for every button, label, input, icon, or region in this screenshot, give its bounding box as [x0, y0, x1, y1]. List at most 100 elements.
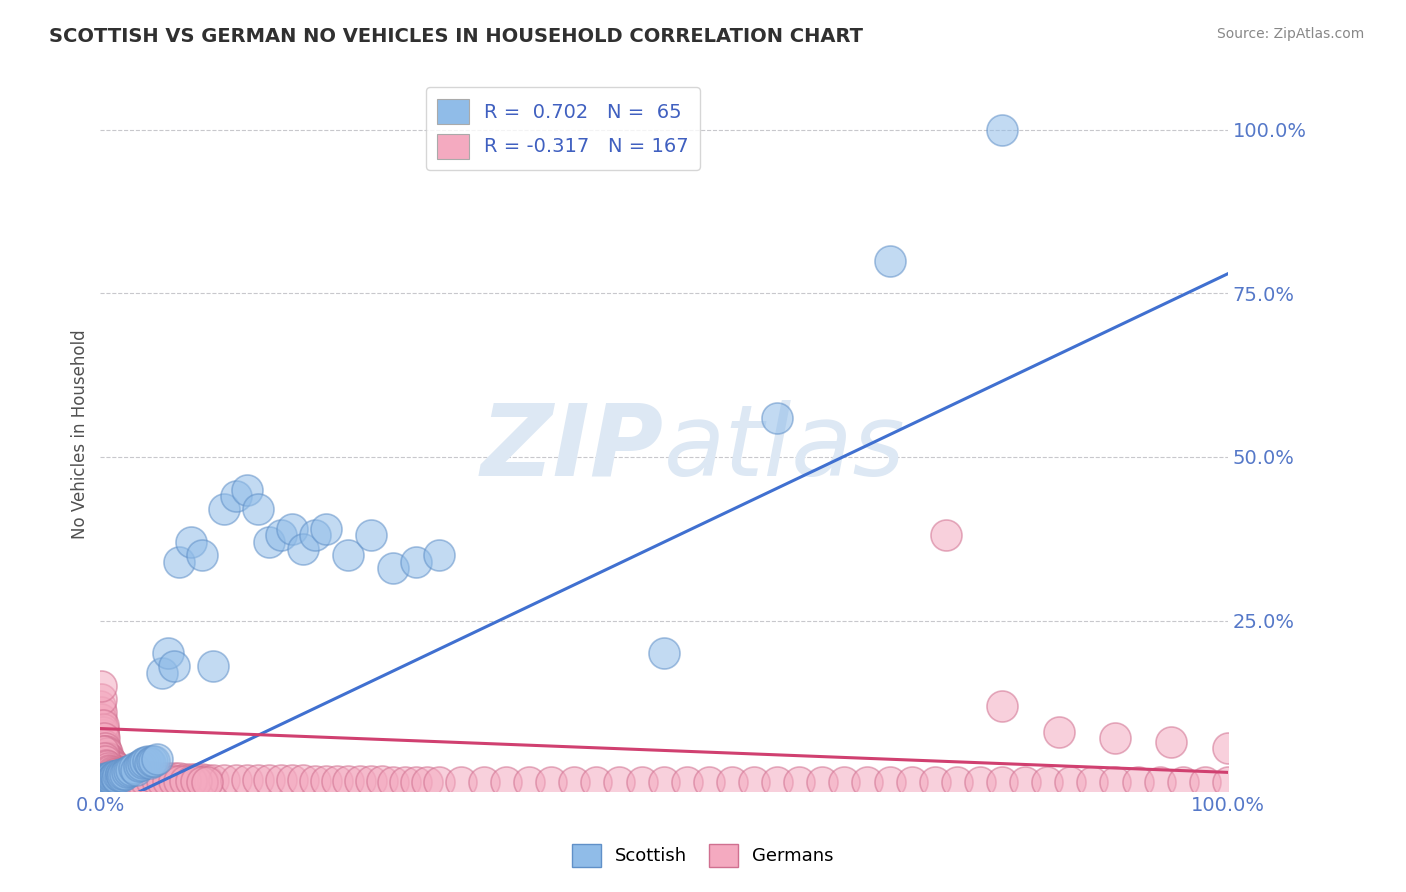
Point [94, 744, 117, 758]
Point [111, 766, 134, 780]
Point [394, 774, 416, 789]
Text: Source: ZipAtlas.com: Source: ZipAtlas.com [1216, 27, 1364, 41]
Point [117, 764, 139, 778]
Point [94, 772, 117, 787]
Point [150, 665, 173, 680]
Point [96, 771, 118, 785]
Point [236, 483, 259, 497]
Point [117, 767, 139, 781]
Point [89, 712, 111, 726]
Point [94, 741, 117, 756]
Point [1216, 774, 1239, 789]
Point [90, 705, 112, 719]
Point [143, 771, 166, 785]
Point [202, 772, 225, 787]
Point [129, 757, 152, 772]
Point [270, 528, 292, 542]
Point [103, 766, 125, 780]
Point [180, 772, 202, 786]
Point [97, 751, 120, 765]
Point [834, 774, 856, 789]
Point [1126, 774, 1149, 789]
Point [117, 772, 139, 786]
Point [93, 744, 115, 758]
Point [675, 774, 697, 789]
Point [180, 535, 202, 549]
Point [93, 741, 115, 756]
Point [101, 760, 124, 774]
Point [108, 764, 131, 779]
Point [105, 768, 128, 782]
Point [97, 761, 120, 775]
Point [134, 770, 156, 784]
Point [128, 759, 150, 773]
Point [607, 774, 630, 789]
Point [789, 774, 811, 789]
Point [1047, 724, 1070, 739]
Point [110, 767, 132, 781]
Point [991, 698, 1014, 713]
Point [91, 728, 114, 742]
Point [197, 774, 219, 789]
Point [197, 772, 219, 787]
Point [98, 756, 121, 771]
Point [169, 771, 191, 785]
Point [946, 774, 969, 789]
Point [145, 771, 167, 785]
Point [98, 771, 121, 785]
Point [292, 541, 315, 556]
Point [110, 765, 132, 780]
Point [91, 724, 114, 739]
Point [186, 772, 208, 786]
Point [94, 751, 117, 765]
Point [879, 774, 901, 789]
Point [630, 774, 652, 789]
Point [94, 744, 117, 758]
Point [697, 774, 720, 789]
Point [101, 766, 124, 780]
Point [281, 773, 304, 788]
Point [315, 522, 337, 536]
Point [259, 773, 281, 788]
Point [1104, 774, 1126, 789]
Point [136, 770, 159, 784]
Point [90, 718, 112, 732]
Point [96, 752, 118, 766]
Point [120, 763, 142, 777]
Point [337, 548, 360, 562]
Point [101, 757, 124, 772]
Point [991, 774, 1014, 789]
Point [91, 718, 114, 732]
Point [247, 502, 270, 516]
Point [141, 771, 163, 785]
Point [150, 771, 173, 785]
Point [304, 773, 326, 788]
Point [104, 767, 127, 781]
Point [236, 772, 259, 787]
Point [93, 738, 115, 752]
Point [111, 771, 134, 785]
Point [93, 772, 115, 786]
Point [111, 767, 134, 781]
Point [93, 751, 115, 765]
Point [97, 772, 120, 786]
Point [104, 769, 127, 783]
Point [100, 759, 122, 773]
Point [132, 769, 155, 783]
Point [901, 774, 924, 789]
Point [111, 771, 134, 785]
Point [91, 744, 114, 758]
Point [180, 773, 202, 788]
Point [100, 757, 122, 772]
Point [214, 772, 236, 787]
Point [145, 773, 167, 788]
Point [765, 410, 787, 425]
Point [156, 771, 179, 785]
Point [94, 754, 117, 768]
Point [104, 762, 127, 776]
Point [162, 659, 184, 673]
Point [100, 771, 122, 785]
Point [122, 769, 145, 783]
Point [121, 768, 143, 782]
Point [202, 659, 225, 673]
